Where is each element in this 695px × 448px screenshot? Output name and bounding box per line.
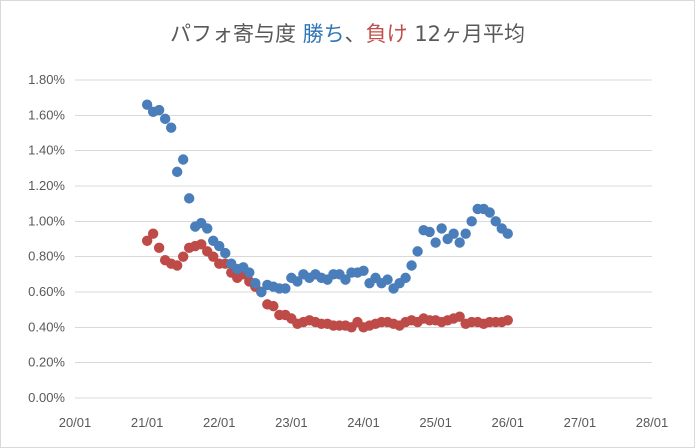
- data-point-win: [292, 276, 303, 287]
- data-point-win: [454, 237, 465, 248]
- data-point-win: [202, 223, 213, 234]
- data-point-win: [448, 228, 459, 239]
- data-point-win: [358, 265, 369, 276]
- y-axis-ticks: 0.00% 0.20% 0.40% 0.60% 0.80% 1.00% 1.20% 1.40%…: [28, 72, 65, 405]
- data-point-win: [250, 277, 261, 289]
- x-tick-label: 21/01: [131, 415, 164, 430]
- y-tick-label: 0.20%: [28, 355, 65, 370]
- data-point-lose: [147, 228, 159, 239]
- y-tick-label: 1.80%: [28, 72, 65, 87]
- data-point-win: [177, 154, 189, 165]
- title-win: 勝ち: [302, 22, 345, 46]
- title-prefix: パフォ寄与度: [169, 22, 303, 46]
- x-axis-ticks: 20/01 21/01 22/01 23/01 24/01 25/01 26/01 27/01…: [59, 415, 669, 430]
- data-point-win: [460, 228, 471, 239]
- data-point-win: [400, 272, 411, 284]
- data-point-win: [141, 99, 153, 110]
- y-tick-label: 0.40%: [28, 319, 65, 334]
- x-tick-label: 22/01: [203, 415, 236, 430]
- data-point-lose: [141, 235, 153, 246]
- series-win: [141, 99, 513, 298]
- x-tick-label: 27/01: [564, 415, 597, 430]
- data-point-win: [220, 247, 231, 259]
- data-point-win: [436, 223, 447, 234]
- x-tick-label: 28/01: [636, 415, 669, 430]
- y-tick-label: 1.00%: [28, 213, 65, 228]
- x-tick-label: 24/01: [347, 415, 380, 430]
- y-tick-label: 0.80%: [28, 249, 65, 264]
- data-point-lose: [177, 251, 189, 262]
- data-point-win: [502, 228, 513, 239]
- data-point-win: [490, 216, 501, 227]
- title-separator: 、: [344, 22, 366, 46]
- x-tick-label: 23/01: [275, 415, 308, 430]
- x-tick-label: 25/01: [419, 415, 452, 430]
- chart-title: パフォ寄与度 勝ち、負け 12ヶ月平均: [0, 18, 695, 48]
- data-point-win: [244, 267, 255, 278]
- data-point-lose: [502, 315, 513, 326]
- data-point-win: [183, 193, 195, 204]
- y-tick-label: 0.00%: [28, 390, 65, 405]
- data-series: [141, 99, 513, 333]
- data-point-lose: [268, 300, 279, 312]
- data-point-win: [256, 286, 267, 298]
- y-tick-label: 1.40%: [28, 143, 65, 158]
- y-tick-label: 1.60%: [28, 107, 65, 122]
- data-point-win: [165, 122, 177, 133]
- data-point-win: [153, 104, 165, 116]
- y-tick-label: 1.20%: [28, 178, 65, 193]
- x-tick-label: 26/01: [491, 415, 524, 430]
- data-point-win: [340, 274, 351, 285]
- gridlines: [75, 79, 652, 399]
- data-point-win: [214, 240, 225, 252]
- data-point-lose: [153, 242, 165, 254]
- x-tick-label: 20/01: [59, 415, 92, 430]
- data-point-win: [406, 260, 417, 271]
- data-point-win: [159, 113, 171, 125]
- data-point-win: [412, 246, 423, 257]
- data-point-win: [280, 283, 291, 294]
- data-point-win: [484, 207, 495, 218]
- data-point-win: [466, 216, 477, 227]
- title-lose: 負け: [365, 22, 408, 46]
- data-point-lose: [171, 260, 183, 271]
- data-point-win: [430, 237, 441, 248]
- data-point-lose: [196, 239, 207, 250]
- data-point-win: [424, 226, 435, 238]
- title-suffix: 12ヶ月平均: [407, 22, 526, 46]
- data-point-win: [382, 274, 393, 285]
- data-point-win: [171, 166, 183, 178]
- y-tick-label: 0.60%: [28, 284, 65, 299]
- data-point-lose: [208, 251, 219, 262]
- data-point-lose: [454, 311, 465, 322]
